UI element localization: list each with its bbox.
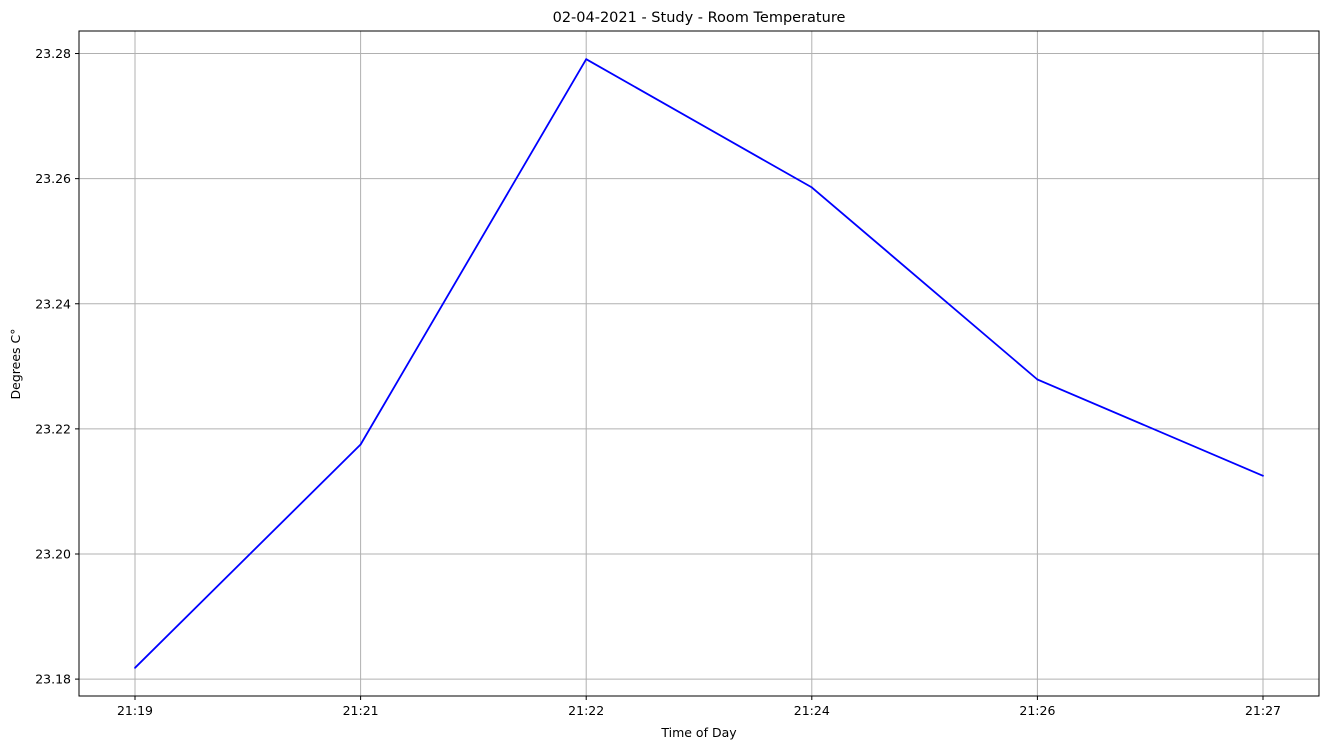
x-axis-ticks: 21:19 21:21 21:22 21:24 21:26 21:27 bbox=[117, 696, 1281, 718]
data-point bbox=[585, 58, 588, 61]
x-tick-label: 21:21 bbox=[343, 703, 379, 718]
y-tick-label: 23.28 bbox=[35, 46, 71, 61]
x-tick-label: 21:22 bbox=[568, 703, 604, 718]
data-point bbox=[134, 666, 136, 669]
chart-title: 02-04-2021 - Study - Room Temperature bbox=[553, 10, 846, 26]
grid bbox=[79, 31, 1319, 696]
data-point bbox=[1036, 378, 1039, 381]
data-point bbox=[359, 443, 362, 446]
y-tick-label: 23.18 bbox=[35, 672, 71, 687]
x-tick-label: 21:24 bbox=[794, 703, 830, 718]
y-tick-label: 23.20 bbox=[35, 546, 71, 561]
series-layer bbox=[134, 58, 1264, 669]
y-tick-label: 23.26 bbox=[35, 171, 71, 186]
data-point bbox=[1262, 474, 1264, 477]
plot-frame bbox=[78, 30, 1320, 697]
x-tick-label: 21:26 bbox=[1019, 703, 1055, 718]
y-tick-label: 23.22 bbox=[35, 421, 71, 436]
data-point bbox=[810, 186, 813, 189]
x-axis-label: Time of Day bbox=[660, 725, 737, 740]
x-tick-label: 21:19 bbox=[117, 703, 153, 718]
y-tick-label: 23.24 bbox=[35, 296, 71, 311]
x-tick-label: 21:27 bbox=[1245, 703, 1281, 718]
y-axis-label: Degrees C° bbox=[8, 329, 23, 400]
y-axis-ticks: 23.18 23.20 23.22 23.24 23.26 23.28 bbox=[35, 46, 79, 687]
series-line bbox=[134, 58, 1264, 669]
